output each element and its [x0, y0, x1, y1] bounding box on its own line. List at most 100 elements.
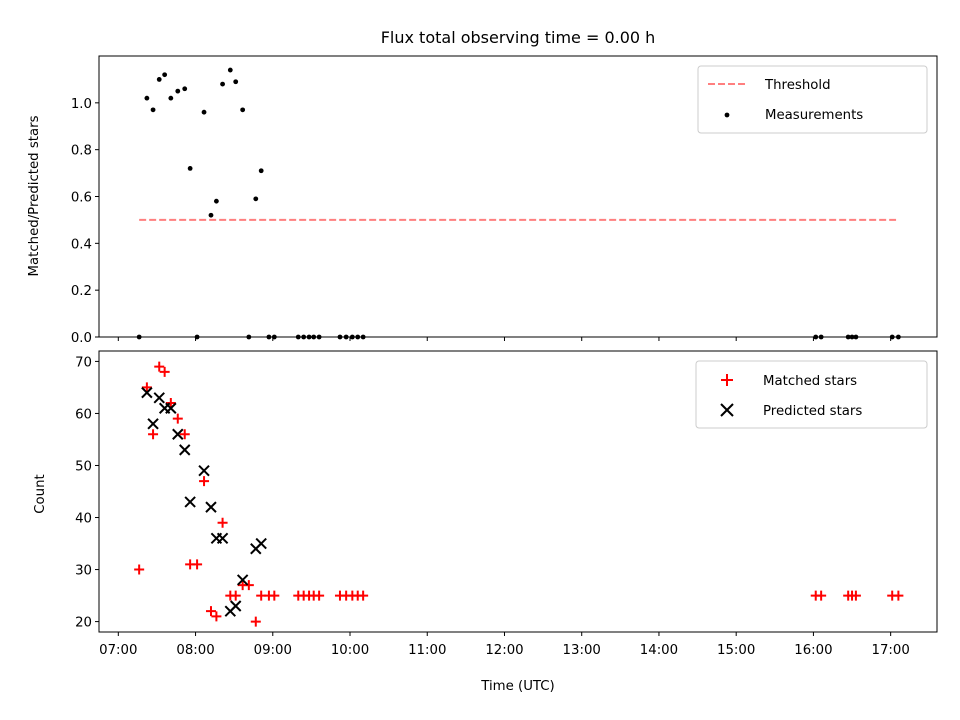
bottom-y-tick-label: 60 — [75, 407, 92, 422]
top-legend-box — [697, 65, 928, 134]
measurement-point — [227, 67, 233, 73]
matched-star-marker — [154, 361, 165, 372]
bottom-x-tick-label: 10:00 — [331, 643, 369, 658]
top-y-tick-label: 0.0 — [71, 331, 92, 346]
measurement-point — [220, 81, 225, 87]
top-y-tick-label: 0.2 — [71, 284, 92, 299]
predicted-star-marker — [216, 532, 229, 545]
matched-star-marker — [134, 564, 145, 575]
measurement-point — [187, 166, 193, 171]
measurement-point — [213, 198, 219, 204]
measurement-point — [182, 86, 188, 92]
predicted-star-marker — [236, 574, 249, 586]
matched-star-marker — [179, 429, 190, 440]
legend-threshold-label: Threshold — [764, 78, 831, 93]
legend-measurements-marker — [724, 112, 730, 118]
matched-star-marker — [148, 429, 159, 440]
top-y-tick-label: 0.4 — [71, 237, 92, 252]
top-x-axis — [117, 337, 892, 341]
measurement-point — [253, 196, 259, 202]
bottom-x-tick-label: 12:00 — [485, 643, 523, 658]
predicted-star-marker — [184, 496, 196, 508]
bottom-panel: 20 30 40 50 60 70 07:00 08:00 09:00 10:00 11:00 12… — [33, 350, 938, 694]
predicted-star-marker — [141, 386, 153, 399]
predicted-star-marker — [172, 428, 184, 440]
bottom-x-tick-label: 17:00 — [871, 643, 909, 658]
bottom-y-tick-label: 50 — [75, 459, 92, 474]
top-y-tick-label: 0.6 — [71, 191, 92, 206]
x-axis-label: Time (UTC) — [480, 679, 555, 694]
chart-title: Flux total observing time = 0.00 h — [381, 28, 656, 47]
bottom-panel-frame — [98, 350, 938, 633]
bottom-y-tick-label: 20 — [75, 616, 92, 631]
matched-stars-layer — [134, 361, 904, 627]
measurement-point — [162, 72, 168, 78]
bottom-x-tick-label: 07:00 — [99, 643, 137, 658]
legend-predicted-marker — [720, 403, 734, 417]
matched-star-marker — [893, 590, 904, 601]
bottom-x-tick-label: 08:00 — [176, 643, 214, 658]
predicted-star-marker — [198, 464, 210, 477]
predicted-star-marker — [205, 501, 217, 513]
legend-matched-marker — [721, 374, 733, 386]
measurement-point — [201, 109, 207, 115]
bottom-x-tick-label: 13:00 — [563, 643, 601, 658]
top-y-tick-label: 0.8 — [71, 144, 92, 159]
top-y-tick-label: 1.0 — [71, 97, 92, 112]
bottom-x-tick-label: 16:00 — [794, 643, 832, 658]
measurement-point — [233, 79, 239, 85]
bottom-y-tick-label: 30 — [75, 564, 92, 579]
bottom-x-tick-label: 15:00 — [717, 643, 755, 658]
predicted-star-marker — [229, 600, 242, 612]
measurement-point — [208, 212, 214, 218]
measurement-point — [240, 107, 246, 113]
predicted-star-marker — [179, 444, 191, 456]
predicted-star-marker — [153, 392, 165, 404]
matched-star-marker — [850, 590, 861, 601]
matched-star-marker — [314, 590, 325, 601]
measurement-point — [156, 77, 162, 82]
matched-star-marker — [250, 616, 261, 627]
matched-star-marker — [159, 366, 170, 377]
bottom-y-axis-label: Count — [33, 474, 48, 514]
top-y-axis-label: Matched/Predicted stars — [27, 115, 42, 276]
measurement-point — [175, 88, 181, 94]
matched-star-marker — [269, 590, 280, 601]
legend-measurements-label: Measurements — [765, 108, 863, 123]
matched-star-marker — [165, 398, 176, 409]
matched-star-marker — [205, 606, 216, 617]
predicted-star-marker — [147, 418, 159, 430]
bottom-y-axis: 20 30 40 50 60 70 — [75, 355, 99, 631]
bottom-x-axis: 07:00 08:00 09:00 10:00 11:00 12:00 13:00 14:00… — [99, 632, 910, 658]
legend-matched-label: Matched stars — [763, 374, 857, 389]
matched-star-marker — [816, 590, 827, 601]
matched-star-marker — [192, 559, 203, 570]
bottom-y-tick-label: 40 — [75, 512, 92, 527]
predicted-star-marker — [165, 402, 177, 414]
top-panel-frame — [98, 55, 938, 338]
matched-star-marker — [230, 590, 241, 601]
bottom-x-tick-label: 11:00 — [408, 643, 446, 658]
measurement-point — [168, 95, 174, 101]
bottom-y-tick-label: 70 — [75, 355, 92, 370]
matched-star-marker — [172, 413, 183, 424]
matched-star-marker — [199, 476, 210, 487]
legend-predicted-label: Predicted stars — [763, 404, 862, 419]
top-y-axis: 0.0 0.2 0.4 0.6 0.8 1.0 — [71, 97, 99, 346]
matched-star-marker — [358, 590, 369, 601]
predicted-stars-layer — [141, 386, 267, 617]
measurement-point — [144, 95, 150, 101]
bottom-x-tick-label: 14:00 — [640, 643, 678, 658]
predicted-star-marker — [255, 537, 267, 550]
bottom-legend-box — [695, 360, 928, 429]
matched-star-marker — [217, 517, 228, 528]
bottom-x-tick-label: 09:00 — [254, 643, 292, 658]
matched-star-marker — [211, 611, 222, 622]
matched-star-marker — [141, 382, 152, 393]
measurement-point — [150, 107, 156, 113]
top-legend: Threshold Measurements — [697, 65, 928, 134]
matched-star-marker — [243, 580, 254, 591]
measurement-point — [258, 168, 264, 174]
bottom-legend: Matched stars Predicted stars — [695, 360, 928, 429]
